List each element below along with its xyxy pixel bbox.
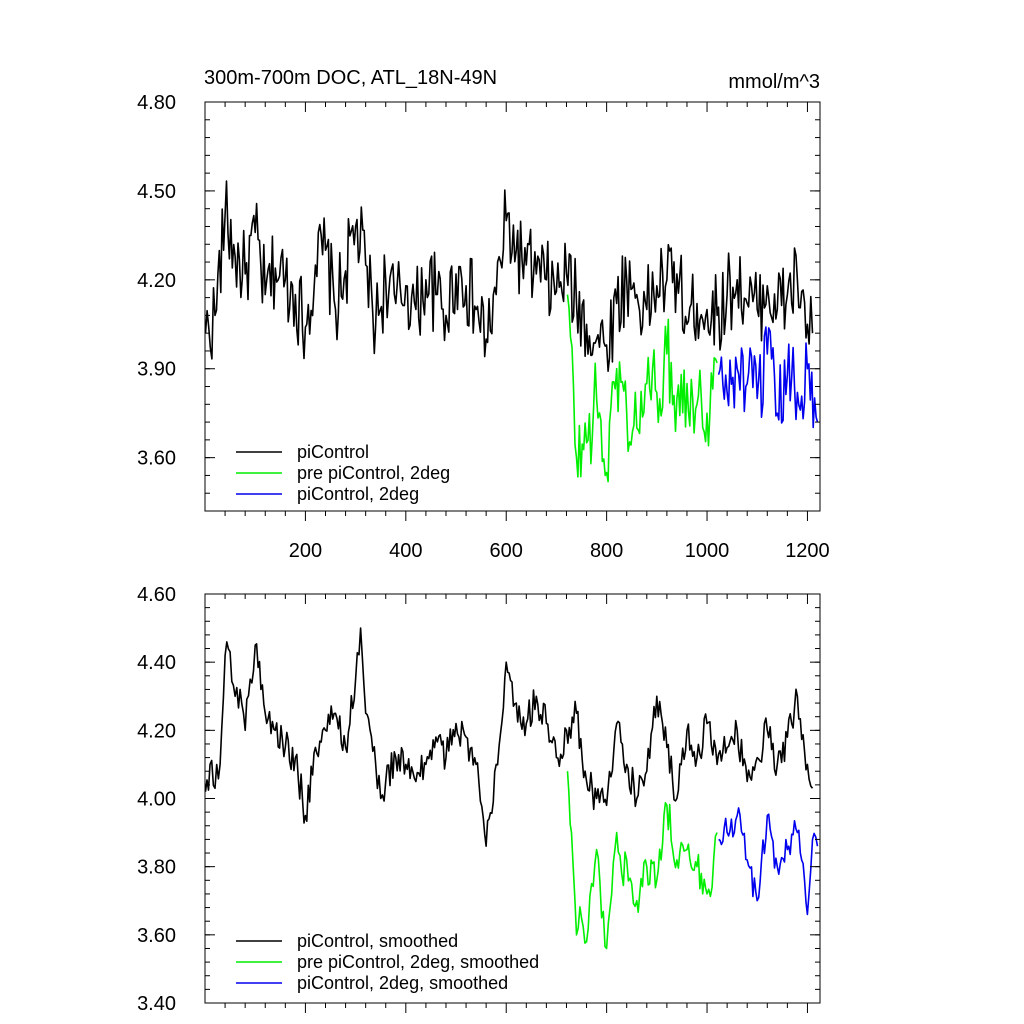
top-chart-title: 300m-700m DOC, ATL_18N-49N xyxy=(204,67,497,89)
top-y-tick-label: 4.80 xyxy=(137,92,176,114)
top-series-line-2 xyxy=(566,294,718,483)
top-y-tick-label: 4.20 xyxy=(137,270,176,292)
bottom-y-tick-label: 4.60 xyxy=(137,584,176,606)
bottom-panel: 3.40 3.60 3.80 4.00 4.20 4.40 4.60 piControl, s… xyxy=(137,584,821,1015)
bottom-legend-label-3: piControl, 2deg, smoothed xyxy=(297,973,508,993)
bottom-series-line-2 xyxy=(566,771,718,950)
top-x-tick-label: 800 xyxy=(590,540,623,562)
bottom-y-tick-label: 3.40 xyxy=(137,993,176,1015)
bottom-y-tick-label: 4.40 xyxy=(137,652,176,674)
top-y-tick-label: 4.50 xyxy=(137,181,176,203)
top-x-tick-label: 400 xyxy=(389,540,422,562)
bottom-y-tick-label: 4.20 xyxy=(137,720,176,742)
top-chart-units: mmol/m^3 xyxy=(728,71,820,93)
bottom-y-tick-label: 3.80 xyxy=(137,857,176,879)
top-y-tick-label: 3.60 xyxy=(137,448,176,470)
top-x-tick-label: 1200 xyxy=(785,540,830,562)
bottom-series-line-3 xyxy=(718,807,819,916)
bottom-legend-label-1: piControl, smoothed xyxy=(297,931,458,951)
bottom-y-tick-label: 4.00 xyxy=(137,789,176,811)
top-x-tick-label: 200 xyxy=(289,540,322,562)
top-series-line-3 xyxy=(717,326,819,429)
bottom-series-line-1 xyxy=(204,627,814,847)
top-panel: 300m-700m DOC, ATL_18N-49N mmol/m^3 3.60… xyxy=(137,67,830,562)
top-y-tick-label: 3.90 xyxy=(137,359,176,381)
top-series-line-1 xyxy=(204,180,814,372)
top-x-tick-label: 1000 xyxy=(685,540,730,562)
top-legend-label-2: pre piControl, 2deg xyxy=(297,463,450,483)
top-legend-label-1: piControl xyxy=(297,442,369,462)
top-legend-label-3: piControl, 2deg xyxy=(297,484,419,504)
top-x-tick-label: 600 xyxy=(490,540,523,562)
bottom-legend-label-2: pre piControl, 2deg, smoothed xyxy=(297,952,539,972)
top-plot-frame xyxy=(204,101,821,512)
bottom-y-tick-label: 3.60 xyxy=(137,925,176,947)
